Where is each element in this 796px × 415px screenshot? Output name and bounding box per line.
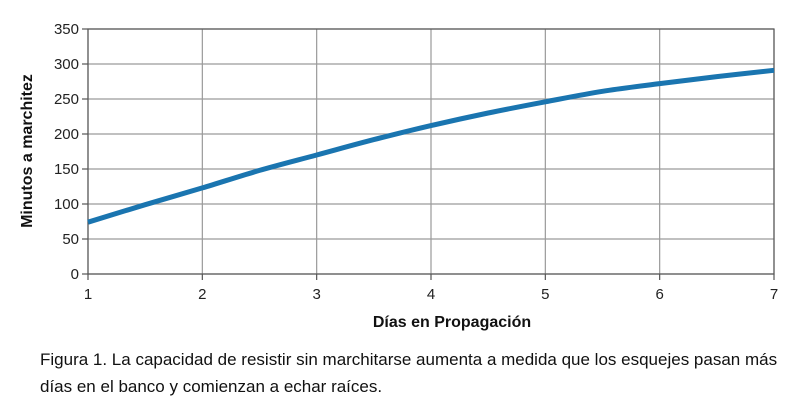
x-tick-label: 2 (198, 286, 206, 303)
x-axis-ticks: 1 2 3 4 5 6 7 (84, 274, 778, 303)
y-tick-label: 250 (54, 91, 79, 108)
y-tick-label: 50 (62, 231, 79, 248)
x-tick-label: 7 (770, 286, 778, 303)
figure-caption: Figura 1. La capacidad de resistir sin m… (40, 350, 778, 396)
x-tick-label: 3 (312, 286, 320, 303)
x-tick-label: 1 (84, 286, 92, 303)
x-tick-label: 6 (655, 286, 663, 303)
y-tick-label: 150 (54, 161, 79, 178)
x-axis-title: Días en Propagación (373, 314, 531, 331)
y-tick-label: 300 (54, 56, 79, 73)
series-group (87, 67, 775, 225)
x-tick-label: 5 (541, 286, 549, 303)
y-tick-label: 0 (71, 266, 79, 283)
y-axis-title: Minutos a marchitez (19, 74, 36, 228)
series-line (87, 67, 775, 225)
y-tick-label: 100 (54, 196, 79, 213)
y-axis-ticks: 0 50 100 150 200 250 300 350 (54, 21, 88, 283)
x-tick-label: 4 (427, 286, 435, 303)
grid-lines (87, 28, 775, 275)
y-tick-label: 350 (54, 21, 79, 38)
line-chart: 0 50 100 150 200 250 300 350 1 2 3 4 5 6 7 Días en Pr… (19, 21, 778, 331)
y-tick-label: 200 (54, 126, 79, 143)
